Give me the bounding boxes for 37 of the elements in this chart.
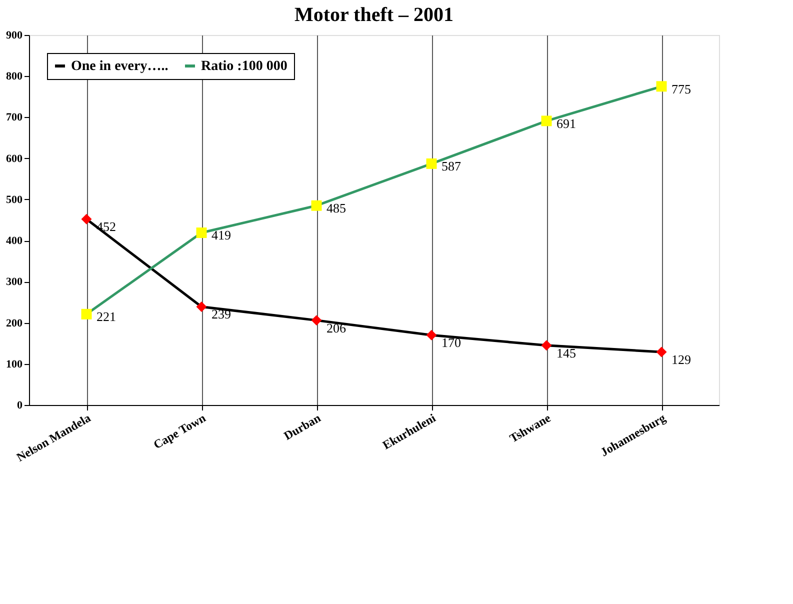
data-label: 129	[672, 352, 691, 367]
chart-title: Motor theft – 2001	[294, 4, 454, 26]
y-tick-label: 100	[6, 358, 23, 370]
point	[656, 346, 667, 358]
data-label: 485	[326, 200, 346, 216]
point	[311, 200, 322, 211]
data-label: 221	[96, 309, 116, 324]
y-tick-label: 900	[6, 30, 23, 42]
point	[81, 214, 92, 224]
point	[81, 308, 92, 320]
data-label: 419	[212, 228, 231, 243]
y-tick-label: 700	[6, 112, 23, 124]
point	[541, 116, 552, 126]
legend-label: Ratio :100 000	[201, 59, 288, 74]
point	[311, 315, 322, 326]
point	[541, 340, 552, 351]
data-label: 691	[556, 116, 576, 131]
y-tick-label: 400	[6, 235, 23, 248]
data-label: 170	[442, 335, 461, 350]
y-tick-label: 0	[17, 400, 23, 412]
data-label: 145	[556, 345, 576, 360]
point	[426, 158, 437, 169]
data-label: 587	[442, 158, 462, 174]
data-label: 775	[672, 81, 691, 96]
y-tick-label: 300	[6, 276, 23, 288]
y-tick-label: 500	[6, 194, 23, 206]
point	[196, 302, 207, 312]
y-tick-label: 200	[6, 317, 23, 330]
data-label: 206	[326, 320, 346, 336]
point	[426, 330, 437, 340]
legend-label: One in every…..	[71, 59, 168, 74]
data-label: 239	[212, 306, 231, 322]
y-tick-label: 600	[6, 152, 23, 165]
point	[656, 81, 667, 92]
x-tick-label: Cape Town	[151, 410, 208, 452]
y-tick-label: 800	[6, 70, 23, 83]
point	[196, 228, 207, 238]
